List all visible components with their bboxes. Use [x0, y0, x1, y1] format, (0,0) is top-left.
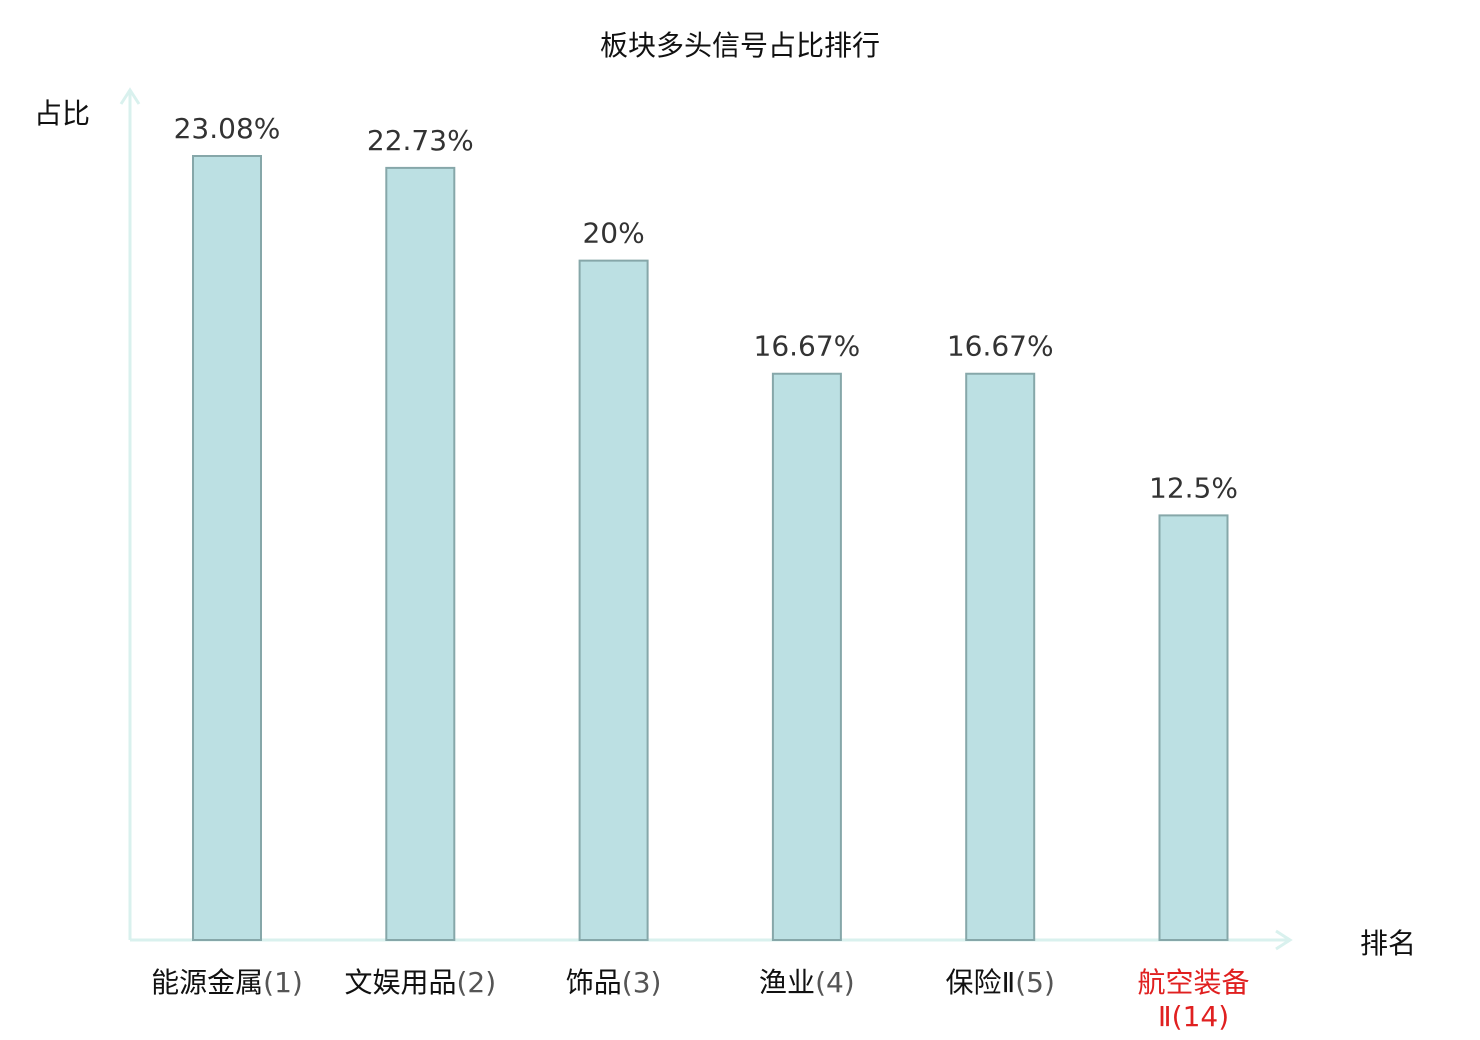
bar [385, 166, 456, 941]
category-name: 渔业 [759, 966, 816, 999]
bar-value-label: 20% [582, 217, 644, 250]
bar-value-label: 12.5% [1149, 471, 1238, 504]
chart-title: 板块多头信号占比排行 [599, 29, 880, 62]
bar [1158, 514, 1229, 941]
bar [578, 259, 649, 942]
bar [771, 372, 842, 941]
x-axis-arrow [1275, 929, 1293, 951]
category-rank: (4) [815, 966, 855, 999]
x-tick-label: 保险Ⅱ(5) [900, 966, 1100, 1000]
category-name: 航空装备Ⅱ [1137, 966, 1250, 1033]
bar-value-label: 16.67% [754, 330, 861, 363]
bar-value-label: 23.08% [174, 112, 281, 145]
x-axis-label: 排名 [1360, 927, 1417, 960]
bar [965, 372, 1036, 941]
category-name: 保险Ⅱ [945, 966, 1016, 999]
y-axis-label: 占比 [34, 97, 91, 130]
bar-value-label: 16.67% [947, 330, 1054, 363]
bars [192, 155, 1229, 942]
category-name: 文娱用品 [344, 966, 457, 999]
category-name: 饰品 [565, 966, 622, 999]
axes [119, 87, 1293, 951]
category-rank: (3) [621, 966, 662, 999]
category-rank: (1) [263, 966, 303, 999]
category-name: 能源金属 [151, 966, 264, 999]
x-tick-label: 渔业(4) [707, 966, 907, 1000]
x-tick-label: 饰品(3) [514, 966, 714, 1000]
value-labels: 23.08% 22.73% 20% 16.67% 16.67% 12.5% [174, 112, 1238, 504]
bar-value-label: 22.73% [367, 124, 474, 157]
x-tick-label: 文娱用品(2) [320, 966, 520, 1000]
category-rank: (2) [456, 966, 497, 999]
x-tick-label: 能源金属(1) [127, 966, 327, 1000]
category-rank: (14) [1171, 1000, 1230, 1033]
category-rank: (5) [1015, 966, 1055, 999]
x-tick-label: 航空装备Ⅱ(14) [1124, 966, 1264, 1034]
bar [192, 155, 262, 941]
y-axis-arrow [119, 87, 141, 105]
